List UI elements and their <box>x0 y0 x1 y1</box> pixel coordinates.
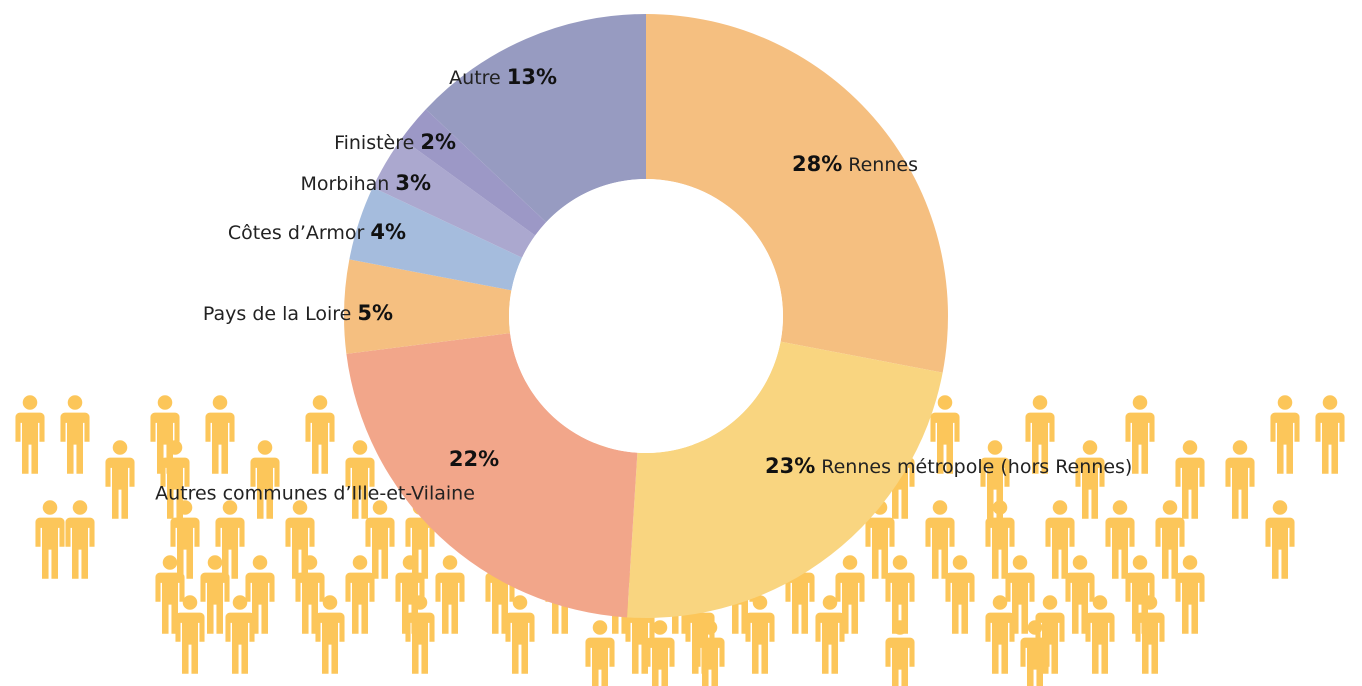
person-icon <box>250 440 280 519</box>
person-icon <box>585 620 615 686</box>
slice-label: Finistère 2% <box>334 130 456 154</box>
slice-label: 28% Rennes <box>792 152 918 176</box>
person-icon <box>1155 500 1185 579</box>
category-label: Finistère <box>334 132 414 154</box>
person-icon <box>1315 395 1345 474</box>
data-label: 13% <box>507 65 557 89</box>
data-label: 5% <box>357 301 393 325</box>
donut-hole <box>509 179 783 453</box>
slice-label: Pays de la Loire 5% <box>203 301 393 325</box>
person-icon <box>1045 500 1075 579</box>
donut-slice <box>425 14 646 223</box>
person-icon <box>885 620 915 686</box>
person-icon <box>105 440 135 519</box>
data-label: 4% <box>370 220 406 244</box>
person-icon <box>1075 440 1105 519</box>
person-icon <box>505 595 535 674</box>
data-label: 3% <box>395 171 431 195</box>
data-label: 22% <box>449 447 499 471</box>
person-icon <box>205 395 235 474</box>
category-label: Morbihan <box>300 173 389 195</box>
person-icon <box>1265 500 1295 579</box>
person-icon <box>815 595 845 674</box>
person-icon <box>1175 440 1205 519</box>
donut-slice <box>372 138 536 258</box>
category-label: Rennes <box>848 154 918 176</box>
data-label: 23% <box>765 454 815 478</box>
data-label: 28% <box>792 152 842 176</box>
slice-label: Côtes d’Armor 4% <box>228 220 406 244</box>
person-icon <box>945 555 975 634</box>
person-icon <box>315 595 345 674</box>
donut-slice <box>349 187 523 291</box>
person-icon <box>985 595 1015 674</box>
category-label: Autre <box>449 67 501 89</box>
person-icon <box>35 500 65 579</box>
slice-label: Autre 13% <box>449 65 557 89</box>
person-icon <box>745 595 775 674</box>
donut <box>344 14 949 618</box>
person-icon <box>1135 595 1165 674</box>
person-icon <box>435 555 465 634</box>
donut-slice <box>401 109 547 236</box>
person-icon <box>65 500 95 579</box>
donut-slice <box>346 333 638 618</box>
category-label: Côtes d’Armor <box>228 222 365 244</box>
donut-slice <box>344 259 512 354</box>
person-icon <box>1085 595 1115 674</box>
person-icon <box>1175 555 1205 634</box>
category-label: Autres communes d’Ille-et-Vilaine <box>155 483 475 505</box>
person-icon <box>925 500 955 579</box>
person-icon <box>305 395 335 474</box>
person-icon <box>1225 440 1255 519</box>
labels: 28% Rennes 23% Rennes métropole (hors Renne… <box>155 65 1132 505</box>
person-icon <box>225 595 255 674</box>
category-label: Rennes métropole (hors Rennes) <box>821 456 1132 478</box>
person-icon <box>60 395 90 474</box>
donut-slice <box>627 341 943 618</box>
donut-slice <box>646 14 949 373</box>
data-label: 2% <box>420 130 456 154</box>
person-icon <box>405 595 435 674</box>
person-icon <box>15 395 45 474</box>
person-icon <box>175 595 205 674</box>
person-icon <box>1270 395 1300 474</box>
slice-label: Morbihan 3% <box>300 171 431 195</box>
person-icon <box>345 555 375 634</box>
person-icon <box>345 440 375 519</box>
person-icon <box>365 500 395 579</box>
slice-label: 23% Rennes métropole (hors Rennes) <box>765 454 1132 478</box>
category-label: Pays de la Loire <box>203 303 351 325</box>
person-icon <box>1105 500 1135 579</box>
